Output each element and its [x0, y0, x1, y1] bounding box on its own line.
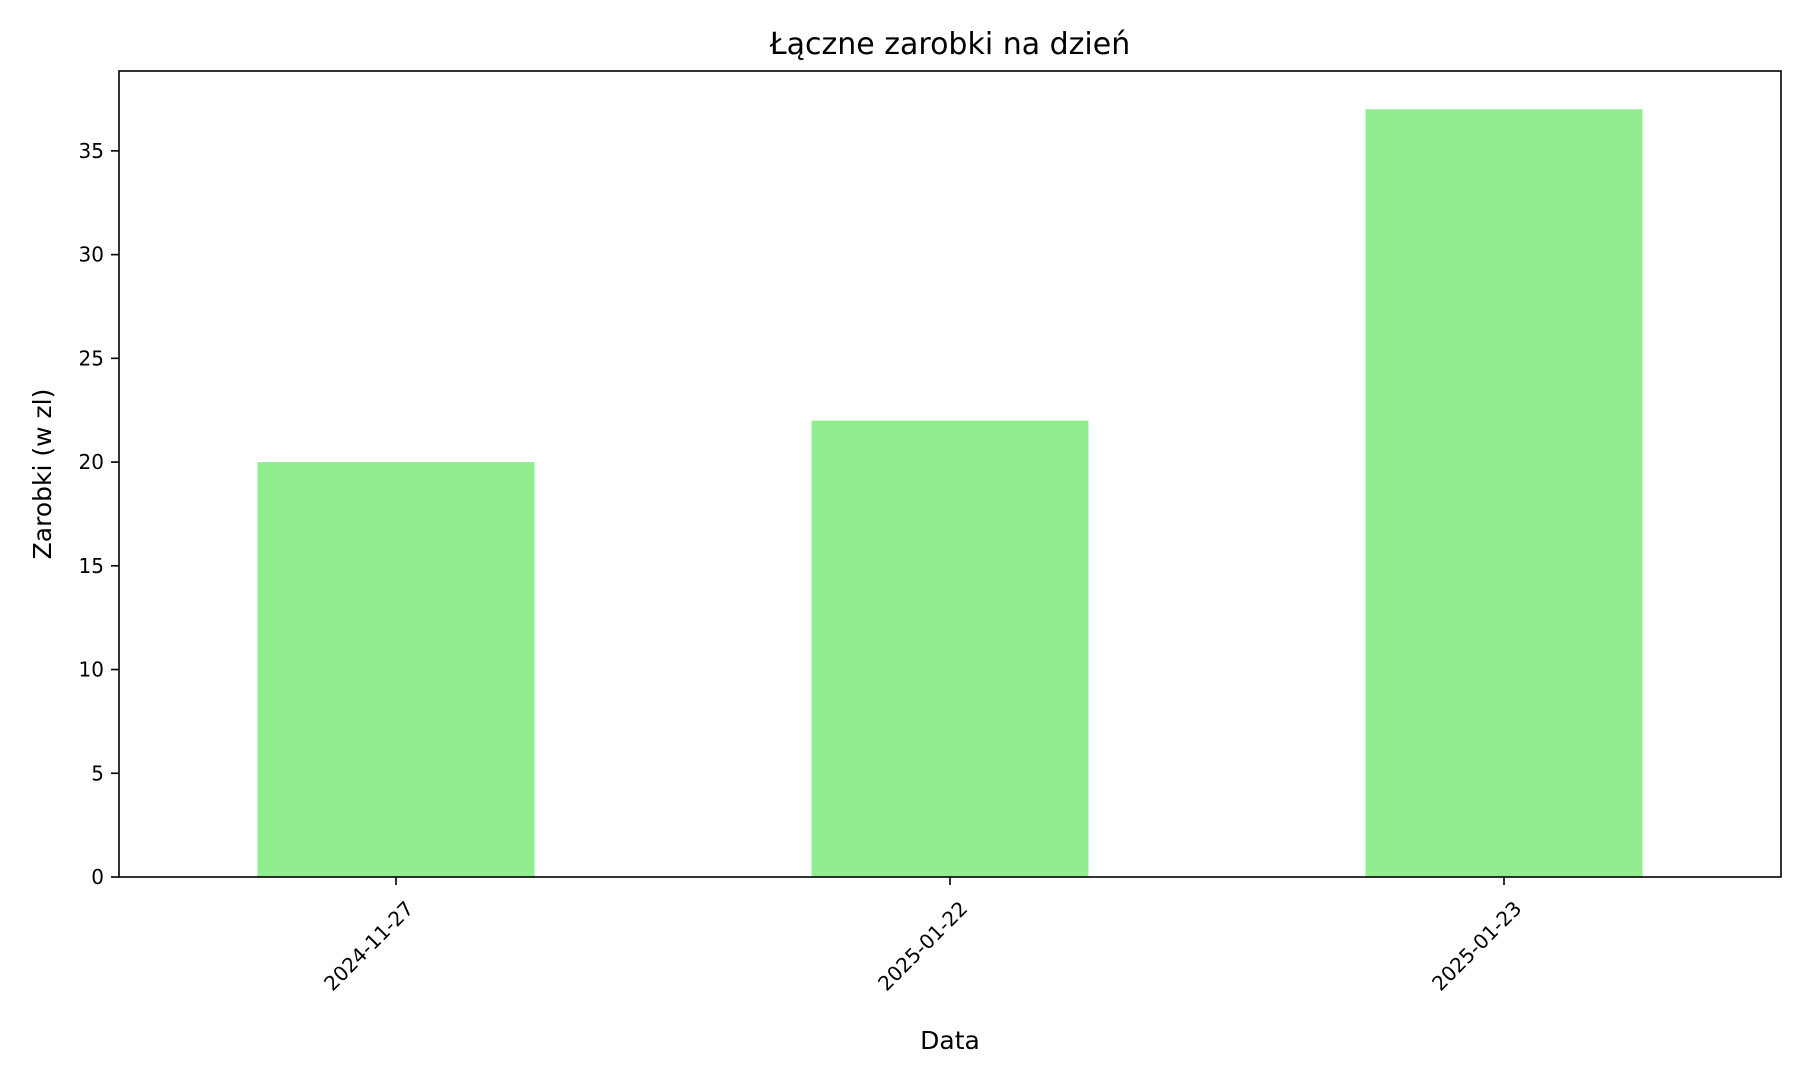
bar-2024-11-27 — [257, 462, 535, 877]
bar-2025-01-22 — [811, 420, 1089, 877]
x-axis: 2024-11-27 2025-01-22 2025-01-23 — [319, 877, 1526, 995]
bars — [257, 109, 1643, 877]
x-tick-label: 2025-01-22 — [873, 896, 972, 995]
y-axis-label: Zarobki (w zl) — [28, 389, 57, 560]
y-axis: 0 5 10 15 20 25 30 35 — [79, 139, 119, 889]
chart-title: Łączne zarobki na dzień — [769, 27, 1130, 62]
y-tick-label: 15 — [79, 554, 104, 578]
y-tick-label: 35 — [79, 139, 104, 163]
y-tick-label: 5 — [91, 761, 104, 785]
y-tick-label: 0 — [91, 865, 104, 889]
y-tick-label: 10 — [79, 658, 104, 682]
bar-2025-01-23 — [1365, 109, 1643, 877]
x-tick-label: 2025-01-23 — [1427, 896, 1526, 995]
y-tick-label: 20 — [79, 450, 104, 474]
x-tick-label: 2024-11-27 — [319, 896, 418, 995]
x-axis-label: Data — [920, 1026, 980, 1055]
y-tick-label: 30 — [79, 243, 104, 267]
y-tick-label: 25 — [79, 346, 104, 370]
